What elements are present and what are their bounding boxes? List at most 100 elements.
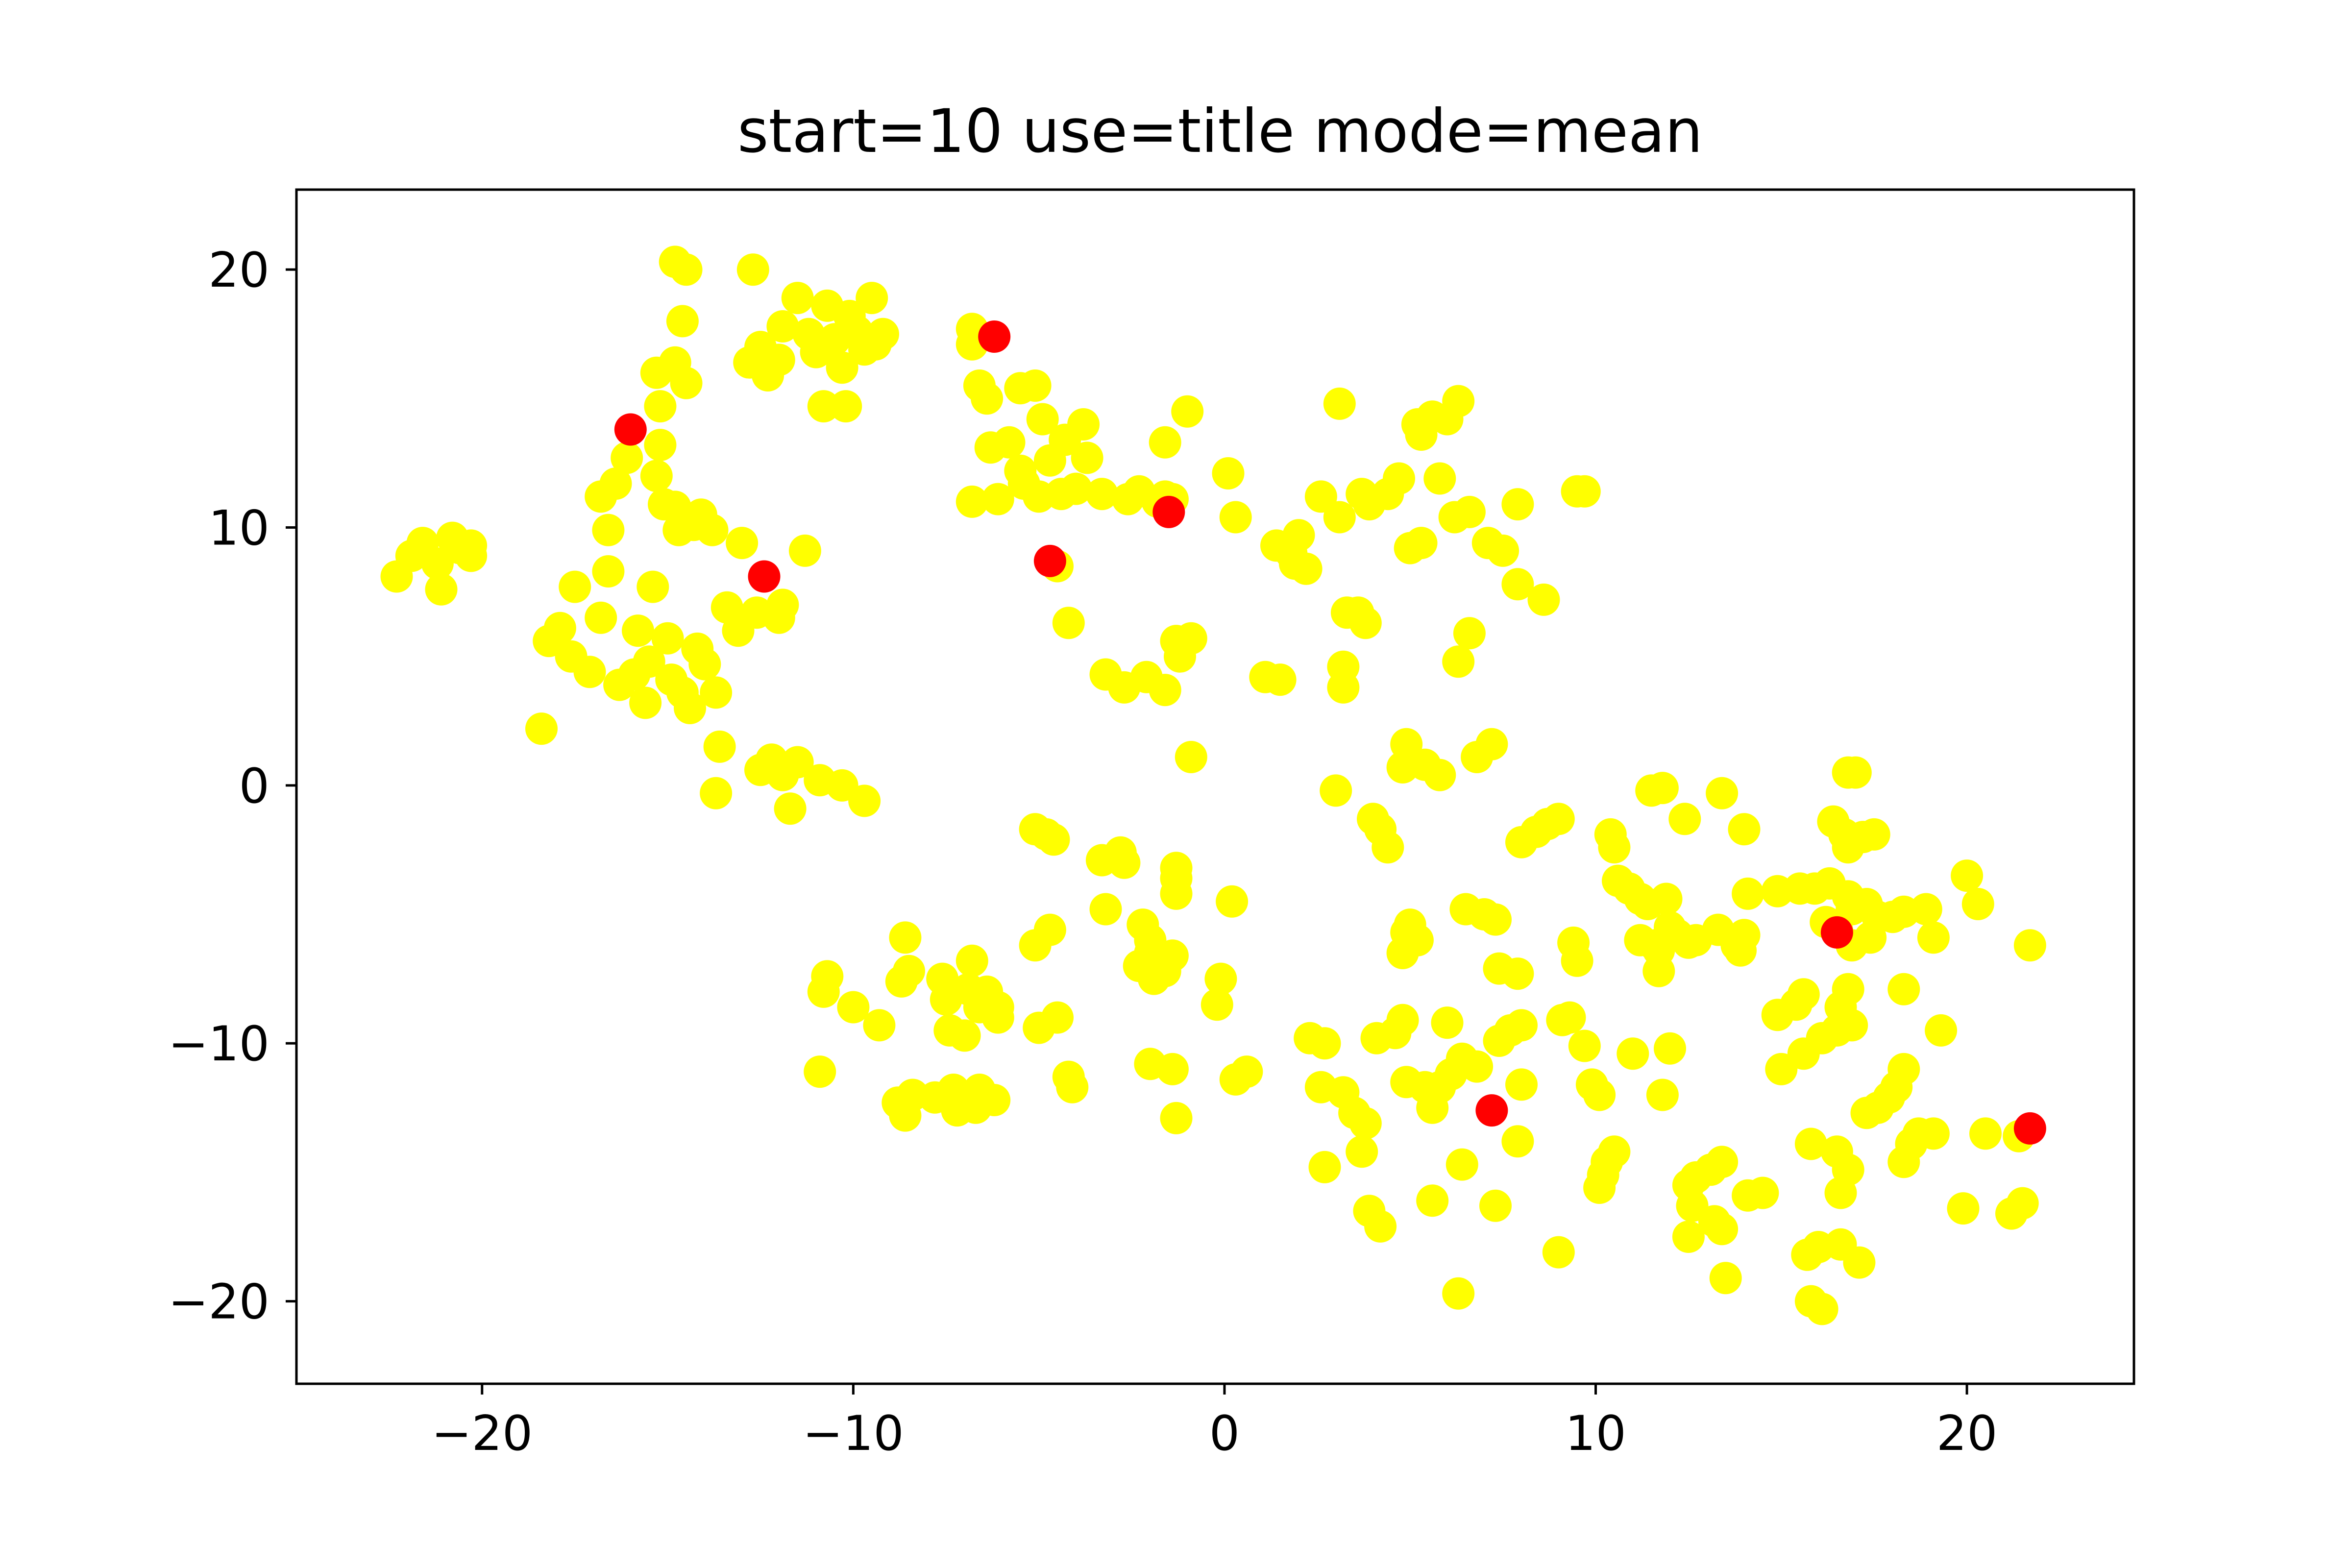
data-point xyxy=(1156,1053,1189,1085)
data-point xyxy=(1453,617,1486,649)
data-point xyxy=(1453,496,1486,528)
data-point xyxy=(763,343,795,376)
data-point xyxy=(1201,988,1233,1021)
data-point xyxy=(1995,1198,2028,1230)
data-point xyxy=(748,561,781,593)
data-point xyxy=(863,1009,895,1041)
data-point xyxy=(1836,1009,1868,1041)
data-point xyxy=(1843,1247,1875,1279)
data-point xyxy=(1283,519,1315,551)
data-point xyxy=(525,712,558,745)
data-point xyxy=(766,588,799,621)
data-point xyxy=(614,414,647,446)
data-point xyxy=(1108,847,1140,879)
data-point xyxy=(544,612,576,644)
x-tick-label: 0 xyxy=(1209,1406,1240,1462)
data-point xyxy=(1320,774,1352,807)
data-point xyxy=(804,1055,836,1088)
y-tick-label: 0 xyxy=(239,759,270,814)
data-point xyxy=(993,426,1026,459)
data-point xyxy=(830,390,862,422)
data-point xyxy=(893,955,925,987)
data-point xyxy=(1806,1293,1838,1325)
data-point xyxy=(1650,883,1683,915)
data-point xyxy=(696,514,729,546)
data-point xyxy=(1728,919,1761,951)
data-point xyxy=(1034,545,1066,577)
data-point xyxy=(1505,1009,1538,1041)
data-point xyxy=(808,976,840,1008)
data-point xyxy=(1887,973,1920,1005)
data-point xyxy=(1401,924,1434,956)
data-point xyxy=(1212,457,1245,490)
data-point xyxy=(1442,645,1474,678)
y-tick-label: 10 xyxy=(208,501,270,557)
data-point xyxy=(1442,1277,1474,1310)
data-point xyxy=(1364,1210,1396,1243)
data-point xyxy=(1034,914,1066,946)
data-point xyxy=(1598,1135,1630,1168)
data-point xyxy=(1825,1177,1857,1209)
data-point xyxy=(559,571,591,603)
data-point xyxy=(1910,893,1942,926)
data-point xyxy=(455,529,487,562)
data-point xyxy=(1710,1262,1742,1294)
data-point xyxy=(1543,803,1575,835)
data-point xyxy=(1442,385,1474,417)
data-point xyxy=(1969,1117,2002,1150)
data-point xyxy=(1528,584,1560,616)
data-point xyxy=(1220,501,1252,534)
data-point xyxy=(978,1084,1010,1116)
data-point xyxy=(1090,893,1122,926)
data-point xyxy=(1431,1006,1464,1039)
y-tick-label: 20 xyxy=(208,243,270,298)
data-point xyxy=(1925,1014,1957,1047)
data-point xyxy=(1706,777,1738,809)
data-point xyxy=(1416,1092,1448,1124)
data-point xyxy=(1832,973,1864,1005)
data-point xyxy=(1216,885,1248,918)
data-point xyxy=(1654,1032,1686,1065)
data-point xyxy=(782,282,814,314)
data-point xyxy=(1732,878,1764,910)
data-point xyxy=(889,921,921,954)
data-point xyxy=(1038,823,1070,856)
data-point xyxy=(666,305,699,337)
data-point xyxy=(644,390,676,422)
data-point xyxy=(1290,553,1323,585)
data-point xyxy=(1416,1184,1448,1217)
data-point xyxy=(592,555,624,588)
data-point xyxy=(2014,929,2046,961)
x-tick-label: −20 xyxy=(431,1406,533,1462)
data-point xyxy=(956,945,988,977)
data-point xyxy=(867,318,899,350)
data-point xyxy=(644,429,676,461)
data-point xyxy=(978,320,1010,353)
data-point xyxy=(1323,388,1356,420)
data-point xyxy=(1405,527,1438,559)
x-tick-label: −10 xyxy=(803,1406,904,1462)
data-point xyxy=(1053,607,1085,639)
data-point xyxy=(1583,1079,1616,1111)
data-point xyxy=(574,656,606,688)
data-point xyxy=(585,602,617,634)
data-point xyxy=(1349,1107,1382,1139)
data-point xyxy=(1387,1004,1419,1036)
data-point xyxy=(1152,496,1185,528)
data-point xyxy=(1887,1053,1920,1085)
data-point xyxy=(1175,741,1207,773)
data-point xyxy=(1917,921,1950,954)
data-point xyxy=(1071,441,1103,474)
data-point xyxy=(622,614,654,647)
data-point xyxy=(1156,939,1189,972)
data-point xyxy=(1349,607,1382,639)
data-point xyxy=(1858,818,1890,851)
data-point xyxy=(726,527,758,559)
data-point xyxy=(1947,1192,1980,1225)
y-tick-label: −20 xyxy=(168,1274,270,1330)
data-point xyxy=(640,460,673,492)
data-point xyxy=(1887,1146,1920,1178)
data-point xyxy=(2014,1112,2046,1145)
data-point xyxy=(1598,831,1630,863)
